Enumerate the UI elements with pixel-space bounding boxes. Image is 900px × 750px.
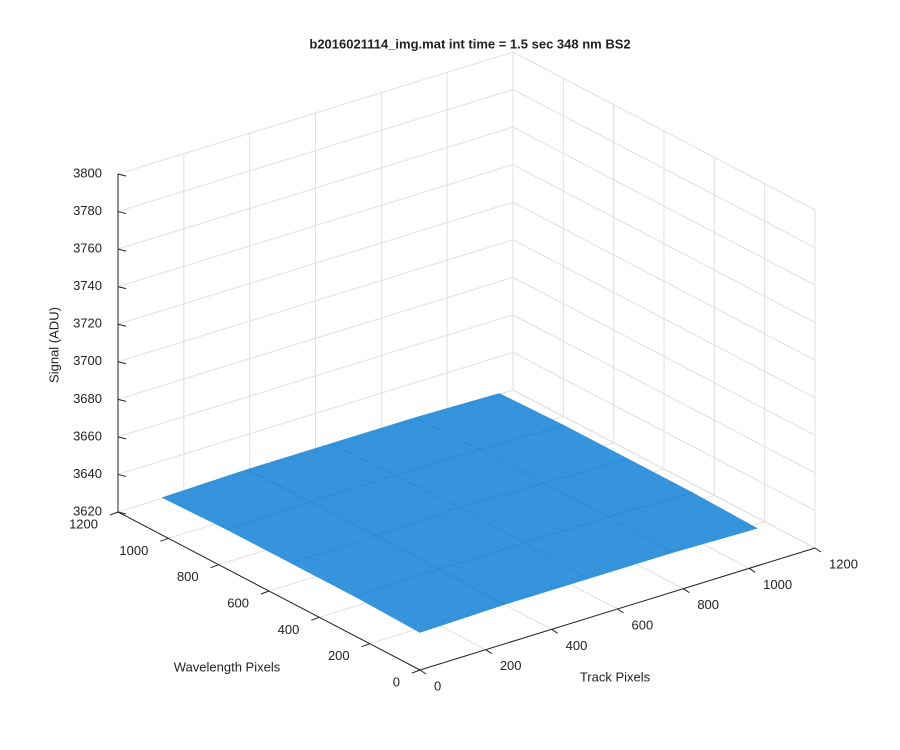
grid-line xyxy=(117,126,514,250)
grid-line xyxy=(512,51,816,211)
grid-line xyxy=(512,352,816,511)
tick-mark xyxy=(683,588,690,594)
grid-line xyxy=(117,239,514,363)
grid-line xyxy=(512,126,816,286)
tick-mark xyxy=(419,669,427,675)
tick-mark xyxy=(361,643,370,648)
x-tick-label: 600 xyxy=(632,617,654,632)
grid-line xyxy=(512,276,816,436)
z-tick-label: 3720 xyxy=(73,316,102,331)
tick-mark xyxy=(210,564,219,569)
grid-line xyxy=(117,276,514,400)
grid-line xyxy=(117,89,514,213)
tick-mark xyxy=(551,628,558,634)
tick-mark xyxy=(260,590,270,595)
x-tick-label: 1200 xyxy=(829,556,858,571)
x-tick-label: 800 xyxy=(697,597,719,612)
y-tick-label: 400 xyxy=(278,622,300,637)
tick-mark xyxy=(117,248,127,252)
x-tick-label: 400 xyxy=(566,638,588,653)
z-tick-label: 3740 xyxy=(73,278,102,293)
grid-line xyxy=(512,314,816,474)
tick-mark xyxy=(117,398,127,402)
grid-line xyxy=(117,201,514,325)
z-tick-label: 3620 xyxy=(73,503,102,518)
y-tick-label: 200 xyxy=(328,648,350,663)
tick-mark xyxy=(311,616,320,621)
grid-line xyxy=(117,51,514,175)
grid-line xyxy=(512,89,816,248)
tick-mark xyxy=(117,511,127,515)
grid-line xyxy=(117,164,514,288)
tick-mark xyxy=(617,608,624,614)
x-tick-label: 0 xyxy=(434,678,441,693)
tick-mark xyxy=(117,436,127,440)
tick-mark xyxy=(117,211,127,215)
x-tick-label: 200 xyxy=(500,658,522,673)
x-axis-label: Track Pixels xyxy=(580,669,651,684)
chart-title: b2016021114_img.mat int time = 1.5 sec 3… xyxy=(309,36,630,51)
grid-line xyxy=(512,164,816,324)
grid-line xyxy=(512,239,816,399)
tick-mark xyxy=(117,286,127,290)
z-tick-label: 3800 xyxy=(73,165,102,180)
tick-mark xyxy=(748,567,756,573)
tick-mark xyxy=(109,511,119,516)
y-tick-label: 600 xyxy=(227,595,249,610)
y-tick-label: 1000 xyxy=(119,543,148,558)
z-tick-label: 3680 xyxy=(73,391,102,406)
tick-mark xyxy=(485,649,493,655)
z-tick-label: 3640 xyxy=(73,466,102,481)
tick-mark xyxy=(117,323,127,327)
y-axis-label: Wavelength Pixels xyxy=(174,659,281,674)
x-tick-label: 1000 xyxy=(763,577,792,592)
z-tick-label: 3780 xyxy=(73,203,102,218)
grid-line xyxy=(512,389,816,549)
tick-mark xyxy=(160,537,169,542)
tick-mark xyxy=(117,473,127,477)
grid-line xyxy=(117,314,514,438)
y-tick-label: 1200 xyxy=(69,516,98,531)
z-axis-label: Signal (ADU) xyxy=(46,307,61,383)
grid-line xyxy=(117,351,514,475)
tick-mark xyxy=(814,547,822,553)
tick-mark xyxy=(117,173,127,177)
tick-mark xyxy=(117,361,127,365)
tick-mark xyxy=(411,669,421,674)
z-tick-label: 3700 xyxy=(73,353,102,368)
z-tick-label: 3760 xyxy=(73,241,102,256)
y-tick-label: 0 xyxy=(393,674,400,689)
surface-patch xyxy=(354,568,505,633)
z-tick-label: 3660 xyxy=(73,428,102,443)
y-tick-label: 800 xyxy=(177,569,199,584)
grid-line xyxy=(512,201,816,361)
